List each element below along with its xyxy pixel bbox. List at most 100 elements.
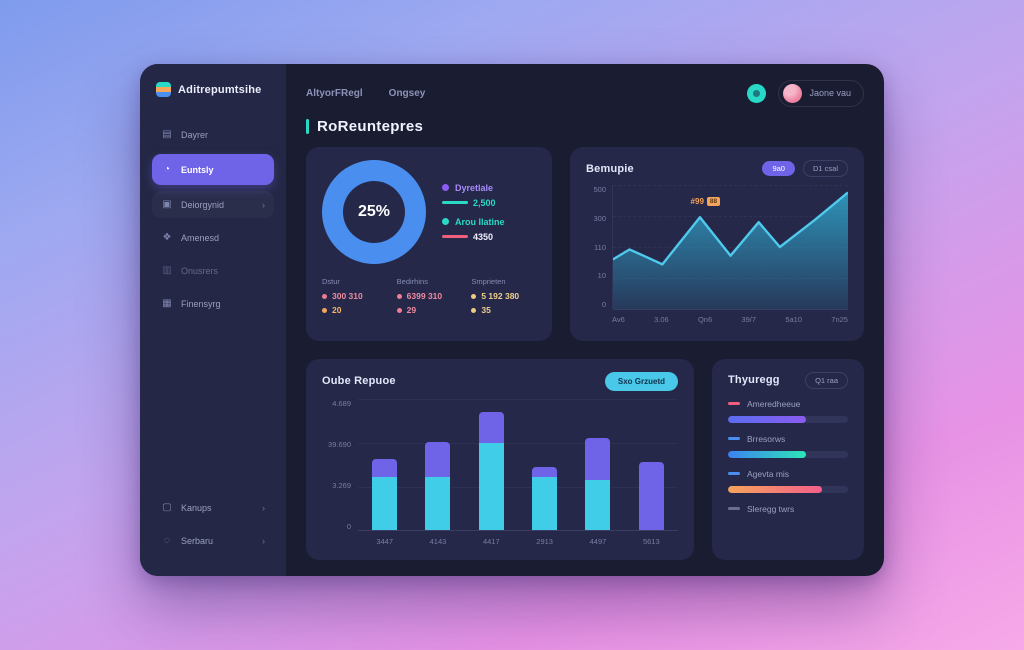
logo-title: Aditrepumtsihe	[178, 83, 262, 96]
nav-link-ongsey[interactable]: Ongsey	[388, 87, 426, 99]
legend-label: Dyretlale	[455, 182, 494, 193]
bar-segment-cyan	[532, 477, 558, 530]
progress-card-title: Thyuregg	[728, 374, 780, 387]
page-title-row: RoReuntepres	[306, 118, 864, 135]
sidebar-item-onusrers[interactable]: ▥ Onusrers	[152, 257, 274, 284]
bar-segment-purple	[638, 461, 664, 530]
progress-label: Agevta mis	[747, 468, 790, 479]
line-x-tick: 7n25	[831, 315, 848, 325]
progress-label: Brresorws	[747, 433, 786, 444]
sidebar-item-icon: ▣	[162, 199, 172, 210]
notification-icon[interactable]	[747, 83, 767, 103]
stat-value: 300 310	[332, 291, 363, 302]
user-name: Jaone vau	[809, 88, 851, 99]
stat-row: 20	[322, 305, 387, 315]
title-accent-bar	[306, 119, 309, 135]
progress-fill	[728, 415, 806, 423]
chevron-right-icon: ›	[262, 502, 265, 513]
sidebar-footer-label: Kanups	[181, 502, 212, 513]
top-nav: AltyorFRegl Ongsey	[306, 88, 425, 99]
bar-segment-purple	[425, 442, 451, 478]
sidebar-item-amenesd[interactable]: ❖ Amenesd	[152, 224, 274, 251]
bar-card-button[interactable]: Sxo Grzuetd	[604, 371, 678, 391]
bar-5613[interactable]	[638, 461, 664, 530]
line-y-axis: 500 300 110 10 0	[586, 185, 612, 309]
gridline	[358, 486, 678, 488]
progress-track	[728, 485, 848, 493]
line-card-title: Bemupie	[586, 162, 634, 175]
line-y-tick: 500	[593, 185, 606, 195]
bar-segment-purple	[585, 438, 611, 481]
bar-y-tick: 39.690	[328, 439, 351, 449]
bar-y-tick: 3.269	[332, 480, 351, 490]
annotation-text: #99	[690, 197, 704, 207]
progress-fill	[728, 485, 822, 493]
app-window: Aditrepumtsihe ▤ Dayrer ◔ Euntsly ▣ Deiorgyni…	[140, 64, 884, 576]
bar-4143[interactable]	[425, 442, 451, 530]
sidebar-item-finensyrg[interactable]: ▦ Finensyrg	[152, 290, 274, 317]
progress-row: Brresorws	[728, 434, 848, 458]
progress-dash-icon	[728, 402, 740, 406]
progress-dash-icon	[728, 437, 740, 441]
progress-track	[728, 450, 848, 458]
sidebar-footer-item-serbaru[interactable]: ◌ Serbaru ›	[152, 527, 274, 554]
progress-label: Sleregg twrs	[747, 503, 795, 514]
sidebar-item-dayrer[interactable]: ▤ Dayrer	[152, 121, 274, 148]
sidebar-footer-item-kanups[interactable]: ▢ Kanups ›	[152, 494, 274, 521]
stat-dot-icon	[322, 307, 327, 313]
progress-row: Agevta mis	[728, 469, 848, 493]
line-chart-card: Bemupie 9a0 D1 csal 500 300 110 10 0 #99 88 A…	[570, 147, 864, 341]
sidebar-item-label: Finensyrg	[181, 298, 221, 309]
stat-dot-icon	[322, 293, 327, 299]
progress-label: Ameredheeue	[747, 398, 801, 409]
sidebar-item-icon: ◔	[163, 164, 171, 175]
stat-row: 29	[396, 305, 462, 315]
line-toggle-pill[interactable]: 9a0	[762, 161, 795, 177]
legend-value: 4350	[473, 231, 494, 242]
line-y-tick: 10	[597, 271, 606, 281]
stat-dot-icon	[471, 293, 477, 299]
progress-row: Ameredheeue	[728, 399, 848, 423]
bar-4497[interactable]	[585, 438, 611, 530]
bar-x-tick: 4143	[429, 536, 447, 546]
bar-4417[interactable]	[478, 411, 504, 530]
progress-dash-icon	[728, 472, 740, 476]
stat-row: 300 310	[322, 291, 387, 301]
logo: Aditrepumtsihe	[152, 82, 274, 97]
stat-value: 35	[481, 305, 491, 316]
chevron-right-icon: ›	[262, 199, 265, 210]
line-y-tick: 300	[593, 213, 606, 223]
user-menu[interactable]: Jaone vau	[778, 79, 864, 107]
bars-group	[358, 399, 678, 531]
bar-x-axis: 3447 4143 4417 2913 4497 5613	[358, 537, 678, 546]
bar-segment-purple	[478, 411, 504, 444]
stat-column: Smprieten 5 192 380 35	[471, 277, 536, 319]
bar-card-title: Oube Repuoe	[322, 375, 396, 388]
bar-y-axis: 4.689 39.690 3.269 0	[322, 399, 358, 531]
legend-dot-icon	[442, 218, 449, 226]
gridline	[358, 398, 678, 400]
stat-value: 20	[332, 305, 342, 316]
sidebar-item-icon: ▦	[162, 298, 172, 309]
nav-link-altyorfregl[interactable]: AltyorFRegl	[306, 87, 363, 99]
sidebar-item-icon: ▥	[162, 265, 172, 276]
stat-column: Bedirhins 6399 310 29	[396, 277, 462, 319]
gridline	[358, 442, 678, 444]
stat-dot-icon	[471, 307, 477, 313]
logo-icon	[156, 82, 171, 97]
progress-range-dropdown[interactable]: Q1 raa	[805, 371, 848, 389]
page-title: RoReuntepres	[317, 118, 424, 136]
sidebar-item-euntsly[interactable]: ◔ Euntsly	[152, 154, 274, 185]
sidebar-item-deiorgynid[interactable]: ▣ Deiorgynid ›	[152, 191, 274, 218]
bar-3447[interactable]	[372, 459, 398, 530]
progress-rows: Ameredheeue Brresorws Agevta mis Sleregg tw…	[728, 399, 848, 514]
bar-2913[interactable]	[532, 466, 558, 530]
legend-dot-icon	[442, 184, 449, 192]
stat-dot-icon	[396, 307, 402, 313]
sidebar-item-label: Onusrers	[181, 265, 219, 276]
line-x-tick: Qn6	[697, 315, 713, 325]
bar-x-tick: 2913	[536, 536, 553, 546]
line-range-dropdown[interactable]: D1 csal	[802, 160, 848, 178]
gridline	[613, 185, 848, 187]
legend-item: Arou Ilatine 4350	[442, 217, 505, 242]
